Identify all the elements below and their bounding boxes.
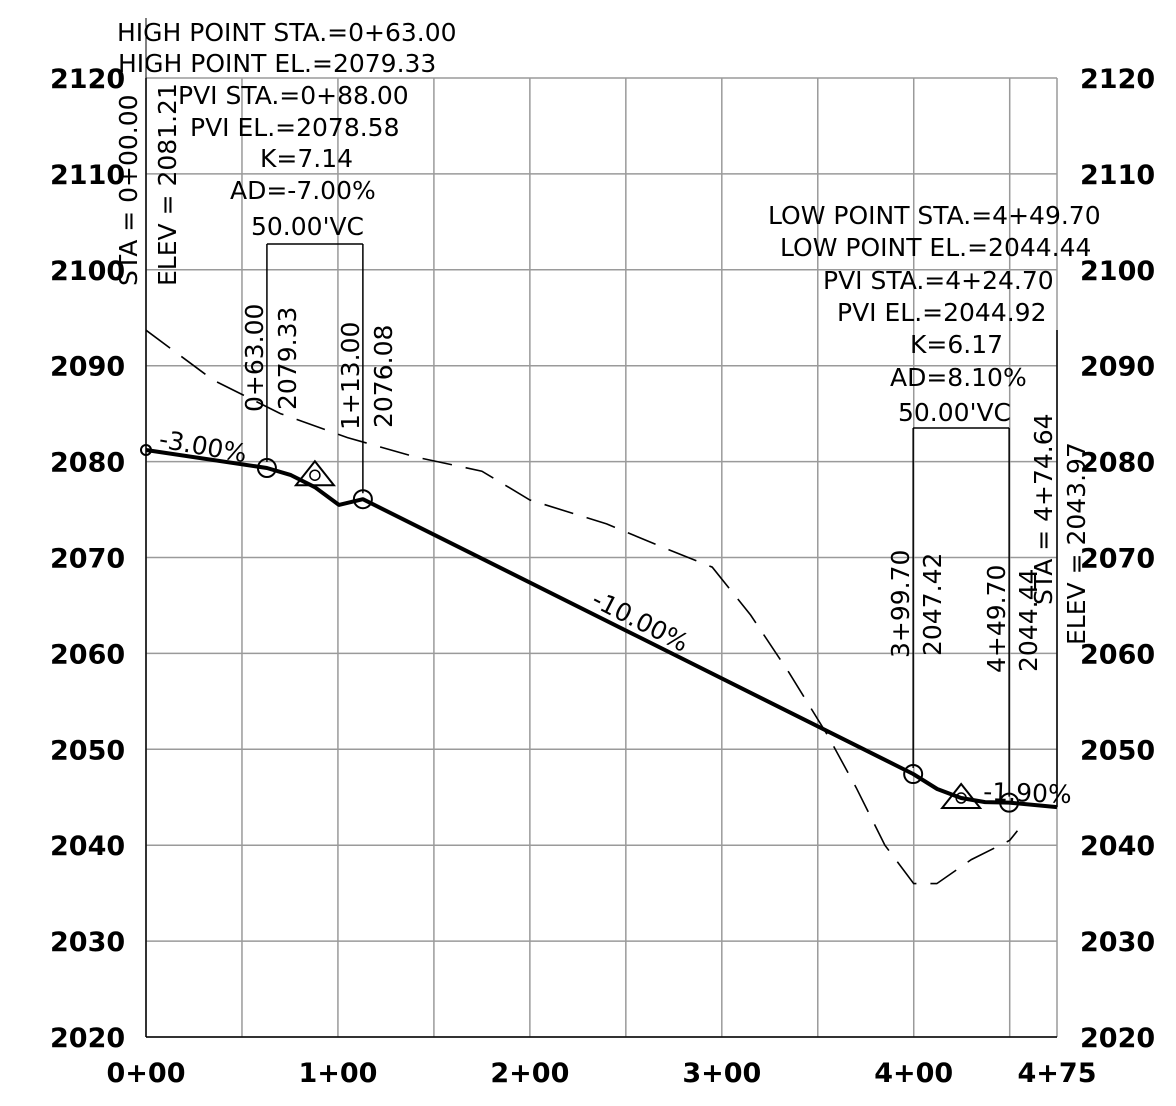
pvi-marker [293, 459, 336, 487]
y-tick-label-right: 2110 [1080, 160, 1155, 191]
proposed-profile [145, 448, 1058, 810]
crest-high-point-el: HIGH POINT EL.=2079.33 [118, 49, 436, 78]
end-sta-label: STA = 4+74.64 [1029, 413, 1058, 605]
curve-point-marker [140, 443, 152, 456]
x-tick-label: 3+00 [682, 1058, 761, 1089]
y-tick-label-left: 2100 [50, 256, 125, 287]
sag-bvc-sta: 3+99.70 [886, 550, 915, 658]
y-tick-label-left: 2120 [50, 64, 125, 95]
x-tick-label: 0+00 [107, 1058, 186, 1089]
grade-label-end: -1.90% [983, 777, 1072, 809]
y-axis-left: 2020 2030 2040 2050 2060 2070 2080 2090 2100 2110… [50, 64, 125, 1054]
sag-pvi-sta: PVI STA.=4+24.70 [823, 266, 1054, 295]
existing-ground-line [145, 329, 1019, 885]
y-tick-label-left: 2060 [50, 639, 125, 670]
y-tick-label-right: 2120 [1080, 64, 1155, 95]
y-tick-label-right: 2020 [1080, 1023, 1155, 1054]
crest-pvi-sta: PVI STA.=0+88.00 [178, 81, 409, 110]
y-tick-label-left: 2080 [50, 448, 125, 479]
y-tick-label-left: 2070 [50, 544, 125, 575]
y-tick-label-left: 2030 [50, 927, 125, 958]
y-tick-label-left: 2040 [50, 831, 125, 862]
curve-point-marker [903, 764, 924, 785]
crest-pvi-el: PVI EL.=2078.58 [190, 113, 400, 142]
y-tick-label-right: 2030 [1080, 927, 1155, 958]
proposed-grade-line [145, 448, 1058, 810]
sag-low-point-sta: LOW POINT STA.=4+49.70 [768, 201, 1101, 230]
sag-low-point-el: LOW POINT EL.=2044.44 [780, 233, 1091, 262]
pvi-marker-ring [309, 469, 321, 481]
x-tick-label: 1+00 [298, 1058, 377, 1089]
y-tick-label-left: 2020 [50, 1023, 125, 1054]
y-tick-label-right: 2060 [1080, 639, 1155, 670]
sag-pvi-el: PVI EL.=2044.92 [837, 298, 1047, 327]
end-elev-label: ELEV = 2043.97 [1062, 442, 1091, 645]
crest-curve-length: 50.00'VC [251, 212, 364, 241]
sag-algebraic-diff: AD=8.10% [890, 363, 1027, 392]
curve-point-marker [999, 792, 1020, 813]
sag-bvc-elev: 2047.42 [918, 553, 947, 656]
y-tick-label-right: 2050 [1080, 735, 1155, 766]
start-elev-label: ELEV = 2081.21 [153, 83, 182, 286]
x-tick-label: 2+00 [490, 1058, 569, 1089]
y-tick-label-right: 2080 [1080, 448, 1155, 479]
sag-k-value: K=6.17 [910, 330, 1003, 359]
y-tick-label-left: 2090 [50, 352, 125, 383]
crest-bvc-sta: 0+63.00 [240, 304, 269, 412]
y-tick-label-right: 2090 [1080, 352, 1155, 383]
crest-algebraic-diff: AD=-7.00% [230, 176, 376, 205]
crest-evc-elev: 2076.08 [369, 325, 398, 428]
x-tick-label: 4+00 [874, 1058, 953, 1089]
crest-k-value: K=7.14 [260, 144, 353, 173]
y-tick-label-left: 2110 [50, 160, 125, 191]
y-tick-label-right: 2070 [1080, 544, 1155, 575]
start-sta-label: STA = 0+00.00 [114, 94, 143, 286]
existing-ground-profile [145, 329, 1019, 885]
sag-evc-sta: 4+49.70 [982, 565, 1011, 673]
sag-curve-length: 50.00'VC [898, 398, 1011, 427]
sag-curve-notes: LOW POINT STA.=4+49.70 LOW POINT EL.=204… [768, 201, 1101, 427]
sag-evc-elev: 2044.44 [1014, 569, 1043, 672]
pvi-marker [940, 782, 983, 810]
crest-bvc-elev: 2079.33 [273, 307, 302, 410]
y-tick-label-right: 2100 [1080, 256, 1155, 287]
curve-point-marker [256, 458, 277, 479]
curve-markers [140, 18, 1058, 813]
curve-point-marker [352, 489, 373, 510]
y-tick-label-right: 2040 [1080, 831, 1155, 862]
pvi-marker-ring [955, 792, 967, 804]
crest-high-point-sta: HIGH POINT STA.=0+63.00 [117, 18, 457, 47]
y-axis-right: 2020 2030 2040 2050 2060 2070 2080 2090 2100 2110… [1080, 64, 1155, 1054]
x-tick-label: 4+75 [1018, 1058, 1097, 1089]
x-axis: 0+00 1+00 2+00 3+00 4+00 4+75 [107, 1058, 1097, 1089]
y-tick-label-left: 2050 [50, 735, 125, 766]
crest-curve-notes: HIGH POINT STA.=0+63.00 HIGH POINT EL.=2… [117, 18, 457, 241]
crest-evc-sta: 1+13.00 [336, 322, 365, 430]
